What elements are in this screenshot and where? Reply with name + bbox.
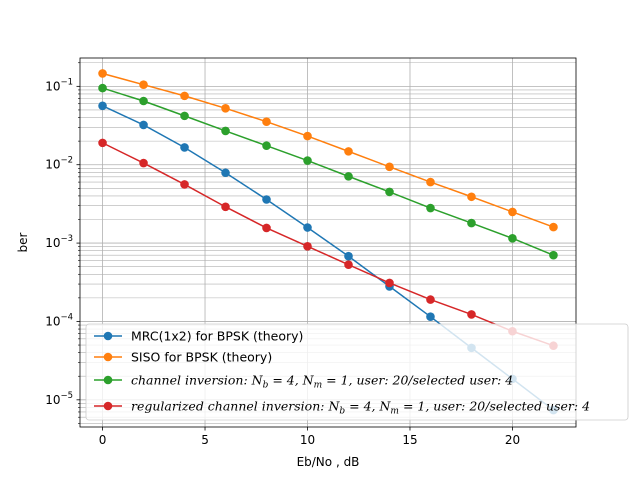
legend-marker — [103, 331, 113, 341]
data-point — [139, 96, 148, 106]
data-point — [303, 131, 312, 141]
legend-label: regularized channel inversion: Nb = 4, N… — [131, 399, 590, 417]
data-point — [139, 80, 148, 89]
x-tick-label: 15 — [402, 433, 417, 447]
legend-box — [85, 323, 629, 421]
data-point — [303, 223, 312, 232]
data-point — [262, 141, 271, 150]
data-point — [426, 177, 435, 187]
data-point — [180, 91, 189, 101]
data-point — [180, 143, 189, 152]
data-point — [549, 250, 558, 260]
data-point — [221, 103, 230, 113]
x-tick-label: 20 — [505, 433, 520, 447]
legend-marker — [103, 352, 113, 362]
legend: MRC(1x2) for BPSK (theory) SISO for BPSK … — [85, 323, 629, 421]
axes: 0 5 10 15 20 10−5 10−4 10−3 10−2 10−1 — [45, 62, 520, 447]
data-point — [385, 187, 394, 197]
legend-marker — [103, 375, 113, 385]
data-point — [139, 158, 148, 168]
data-point — [98, 69, 107, 78]
y-tick-label: 10−3 — [45, 234, 73, 250]
legend-entry: MRC(1x2) for BPSK (theory) — [94, 329, 303, 344]
data-point — [344, 251, 353, 261]
plot-frame — [79, 57, 577, 428]
data-point — [508, 207, 517, 217]
data-point — [426, 295, 435, 304]
legend-label: channel inversion: Nb = 4, Nm = 1, user:… — [131, 373, 513, 391]
data-point — [344, 260, 353, 269]
data-point — [467, 310, 476, 319]
legend-marker — [103, 401, 113, 411]
data-point — [221, 126, 230, 136]
data-point — [426, 203, 435, 213]
data-point — [467, 192, 476, 202]
y-tick-label: 10−2 — [45, 156, 73, 172]
series-line — [102, 142, 554, 347]
data-point — [303, 156, 312, 165]
data-point — [467, 218, 476, 228]
legend-label: SISO for BPSK (theory) — [131, 350, 272, 365]
data-point — [221, 168, 230, 178]
x-tick-label: 0 — [99, 433, 107, 447]
x-axis-label: Eb/No , dB — [297, 455, 360, 469]
legend-entry: regularized channel inversion: Nb = 4, N… — [94, 399, 590, 417]
x-tick-label: 10 — [300, 433, 315, 447]
y-tick-label: 10−5 — [45, 391, 73, 407]
data-point — [344, 172, 353, 181]
y-tick-label: 10−4 — [45, 312, 73, 328]
series-layer — [98, 69, 558, 415]
data-point — [262, 117, 271, 126]
data-point — [262, 223, 271, 233]
x-tick-label: 5 — [201, 433, 209, 447]
data-point — [262, 195, 271, 204]
series-3 — [98, 83, 558, 260]
data-point — [549, 222, 558, 232]
data-point — [98, 83, 107, 93]
data-point — [426, 312, 435, 321]
y-axis-label: ber — [16, 232, 30, 252]
data-point — [98, 101, 107, 111]
data-point — [98, 138, 107, 148]
legend-entry: channel inversion: Nb = 4, Nm = 1, user:… — [94, 373, 513, 391]
series-line — [102, 87, 554, 256]
data-point — [344, 147, 353, 156]
legend-entry: SISO for BPSK (theory) — [94, 350, 272, 365]
data-point — [180, 180, 189, 189]
data-point — [385, 162, 394, 172]
legend-label: MRC(1x2) for BPSK (theory) — [131, 329, 303, 344]
y-tick-label: 10−1 — [45, 77, 73, 93]
data-point — [385, 278, 394, 288]
data-point — [139, 120, 148, 130]
data-point — [221, 202, 230, 212]
series-line — [102, 72, 554, 228]
data-point — [180, 111, 189, 121]
series-2 — [98, 69, 558, 232]
data-point — [508, 234, 517, 243]
data-point — [303, 241, 312, 251]
